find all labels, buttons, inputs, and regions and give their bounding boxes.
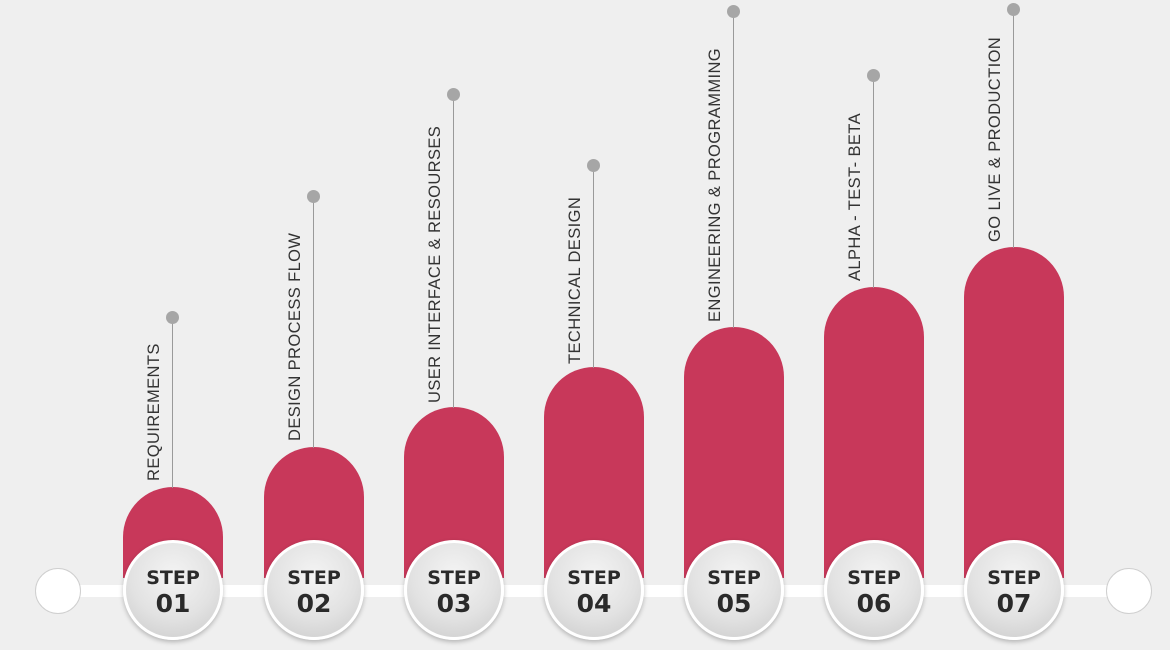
step-word: STEP — [567, 567, 621, 589]
step-number: 06 — [856, 589, 892, 618]
step-badge: STEP 07 — [964, 540, 1064, 640]
connector-line — [733, 12, 734, 328]
connector-dot — [307, 190, 320, 203]
step-6: ALPHA - TEST- BETA STEP 06 — [824, 0, 924, 650]
step-word: STEP — [987, 567, 1041, 589]
step-badge: STEP 04 — [544, 540, 644, 640]
step-badge: STEP 01 — [123, 540, 223, 640]
step-label: REQUIREMENTS — [145, 343, 163, 481]
step-label: ALPHA - TEST- BETA — [846, 113, 864, 281]
connector-dot — [166, 311, 179, 324]
step-word: STEP — [847, 567, 901, 589]
timeline-end-cap — [1106, 568, 1152, 614]
step-label: GO LIVE & PRODUCTION — [986, 36, 1004, 242]
step-number: 05 — [716, 589, 752, 618]
connector-line — [172, 318, 173, 488]
step-word: STEP — [707, 567, 761, 589]
step-number: 04 — [576, 589, 612, 618]
step-badge: STEP 03 — [404, 540, 504, 640]
step-label: TECHNICAL DESIGN — [566, 196, 584, 364]
connector-line — [1013, 10, 1014, 248]
step-number: 03 — [436, 589, 472, 618]
connector-dot — [867, 69, 880, 82]
step-4: TECHNICAL DESIGN STEP 04 — [544, 0, 644, 650]
step-number: 01 — [155, 589, 191, 618]
timeline-start-cap — [35, 568, 81, 614]
connector-dot — [1007, 3, 1020, 16]
step-5: ENGINEERING & PROGRAMMING STEP 05 — [684, 0, 784, 650]
step-7: GO LIVE & PRODUCTION STEP 07 — [964, 0, 1064, 650]
connector-dot — [727, 5, 740, 18]
step-label: ENGINEERING & PROGRAMMING — [706, 47, 724, 322]
step-1: REQUIREMENTS STEP 01 — [123, 0, 223, 650]
connector-line — [313, 197, 314, 448]
connector-line — [453, 95, 454, 408]
connector-dot — [587, 159, 600, 172]
step-label: USER INTERFACE & RESOURSES — [426, 125, 444, 403]
step-number: 02 — [296, 589, 332, 618]
step-badge: STEP 02 — [264, 540, 364, 640]
connector-line — [593, 166, 594, 368]
step-3: USER INTERFACE & RESOURSES STEP 03 — [404, 0, 504, 650]
step-bar — [824, 287, 924, 578]
step-bar — [964, 247, 1064, 578]
step-word: STEP — [287, 567, 341, 589]
step-2: DESIGN PROCESS FLOW STEP 02 — [264, 0, 364, 650]
step-number: 07 — [996, 589, 1032, 618]
step-bar — [684, 327, 784, 578]
step-badge: STEP 05 — [684, 540, 784, 640]
step-label: DESIGN PROCESS FLOW — [286, 232, 304, 441]
connector-dot — [447, 88, 460, 101]
step-badge: STEP 06 — [824, 540, 924, 640]
connector-line — [873, 76, 874, 288]
step-word: STEP — [146, 567, 200, 589]
step-word: STEP — [427, 567, 481, 589]
